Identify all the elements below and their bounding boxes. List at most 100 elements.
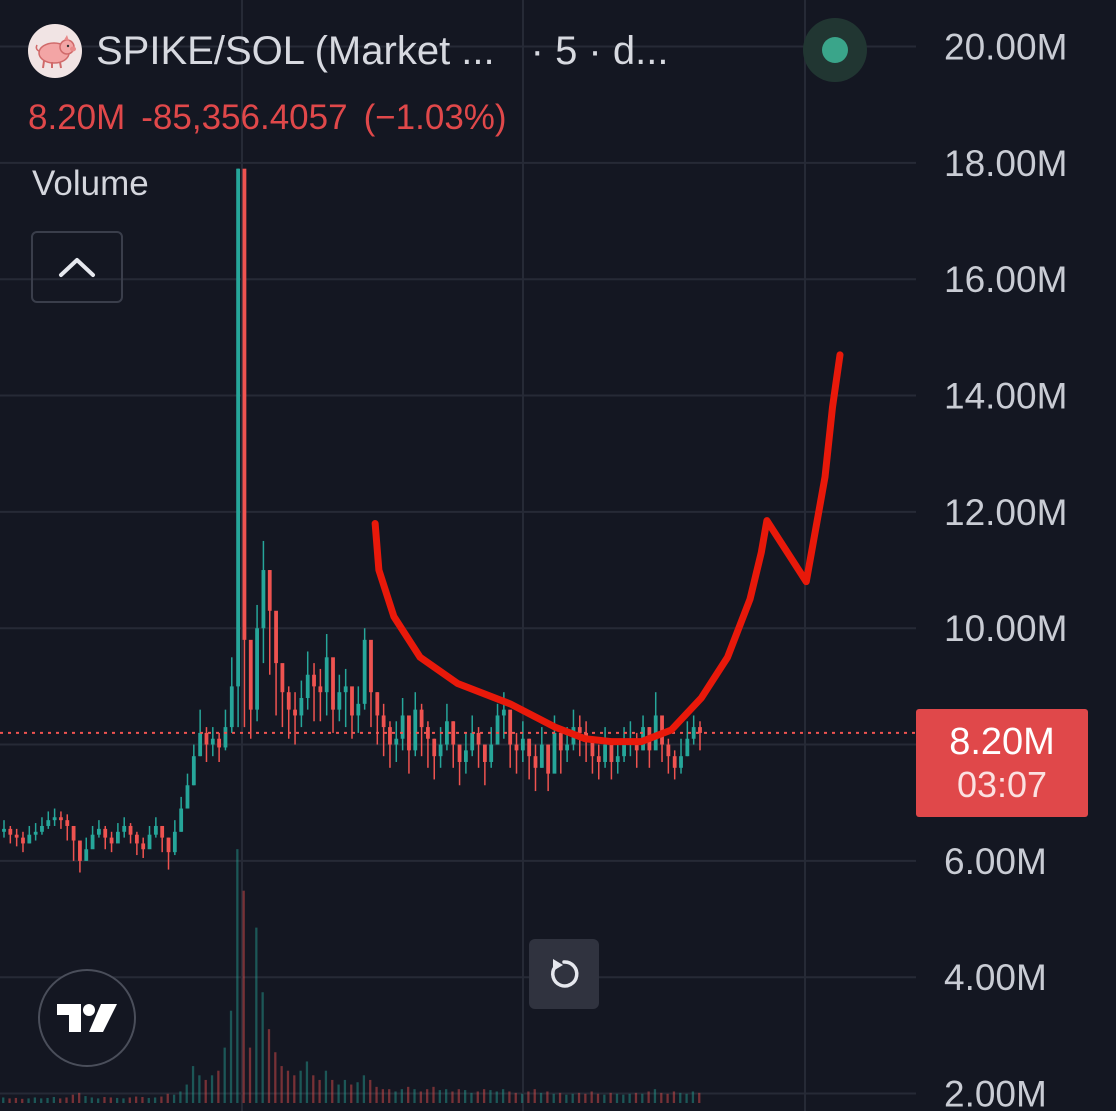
volume-bar — [672, 1091, 676, 1103]
volume-bar — [210, 1075, 214, 1103]
volume-bars — [2, 849, 701, 1103]
hand-drawn-annotation — [371, 351, 844, 746]
candle-body — [527, 738, 532, 757]
volume-bar — [286, 1070, 290, 1103]
candle-body — [134, 834, 139, 844]
reset-chart-button[interactable] — [529, 939, 599, 1009]
candle-body — [615, 756, 620, 762]
candle-body — [204, 732, 209, 745]
volume-bar — [128, 1097, 131, 1103]
chart-grid — [0, 0, 916, 1111]
candle-body — [622, 744, 626, 757]
candle-body — [229, 686, 234, 728]
candle-body — [103, 828, 108, 838]
candle-body — [71, 825, 76, 841]
volume-bar — [641, 1093, 644, 1103]
volume-bar — [407, 1086, 410, 1103]
volume-bar — [419, 1091, 422, 1103]
price-axis-tick-label: 10.00M — [944, 608, 1067, 649]
volume-bar — [413, 1089, 416, 1103]
volume-bar — [103, 1097, 106, 1103]
volume-bar — [46, 1097, 49, 1103]
price-axis-tick-label: 4.00M — [944, 957, 1047, 998]
chart-header[interactable]: SPIKE/SOL (Market ... · 5 · d... — [28, 24, 668, 78]
volume-bar — [248, 1047, 252, 1103]
volume-indicator-label[interactable]: Volume — [32, 164, 149, 203]
candle-body — [286, 692, 291, 710]
candle-body — [489, 744, 494, 762]
volume-bar — [400, 1089, 403, 1103]
volume-bar — [558, 1092, 562, 1103]
volume-bar — [153, 1097, 157, 1103]
candle-body — [90, 834, 95, 850]
candle-body — [590, 738, 595, 757]
volume-bar — [172, 1094, 176, 1103]
candle-body — [223, 727, 228, 748]
volume-bar — [293, 1075, 296, 1103]
candle-body — [2, 828, 6, 832]
cup-pattern-drawing — [371, 351, 844, 746]
volume-bar — [615, 1093, 619, 1103]
volume-bar — [115, 1097, 119, 1103]
candle-body — [255, 628, 259, 710]
collapse-indicators-button[interactable] — [31, 231, 123, 303]
candle-body — [666, 744, 671, 757]
volume-bar — [312, 1075, 315, 1103]
candle-body — [691, 727, 696, 739]
volume-bar — [255, 927, 258, 1103]
volume-bar — [476, 1091, 479, 1103]
volume-bar — [634, 1092, 638, 1103]
volume-bar — [109, 1097, 112, 1103]
volume-bar — [679, 1092, 682, 1103]
candle-body — [539, 744, 544, 768]
price-axis-tick-label: 16.00M — [944, 259, 1067, 300]
volume-bar — [369, 1079, 372, 1103]
volume-bar — [628, 1093, 631, 1103]
volume-bar — [185, 1084, 188, 1103]
volume-bar — [337, 1084, 340, 1103]
candle-body — [78, 840, 82, 861]
market-status-button[interactable] — [803, 18, 867, 82]
candle-body — [463, 750, 468, 762]
chevron-up-icon — [59, 258, 95, 277]
volume-bar — [261, 992, 264, 1103]
volume-bar — [698, 1092, 701, 1103]
candle-body — [318, 686, 323, 693]
candle-body — [445, 721, 449, 745]
volume-bar — [217, 1070, 220, 1103]
price-axis-tick-label: 6.00M — [944, 841, 1047, 882]
volume-bar — [647, 1091, 650, 1103]
status-dot-icon — [822, 37, 848, 63]
candlesticks — [2, 168, 702, 873]
candle-body — [457, 744, 462, 762]
volume-bar — [141, 1097, 144, 1103]
candle-body — [27, 834, 32, 844]
candle-body — [501, 709, 506, 716]
candle-body — [495, 715, 500, 745]
volume-bar — [508, 1091, 511, 1103]
candle-body — [198, 732, 203, 757]
candle-body — [280, 663, 285, 693]
bar-countdown: 03:07 — [956, 764, 1048, 805]
volume-bar — [343, 1079, 347, 1103]
price-axis[interactable]: 20.00M 18.00M 16.00M 14.00M 12.00M 10.00M 6.00… — [944, 27, 1067, 1111]
volume-bar — [179, 1091, 182, 1103]
volume-bar — [432, 1086, 435, 1103]
volume-bar — [274, 1052, 277, 1103]
candle-body — [438, 744, 443, 757]
candle-body — [274, 610, 278, 664]
volume-bar — [166, 1093, 169, 1103]
symbol-title[interactable]: SPIKE/SOL (Market ... · 5 · d... — [96, 29, 668, 74]
candle-body — [141, 843, 146, 850]
candle-body — [210, 738, 215, 745]
candle-body — [394, 738, 399, 745]
candle-body — [261, 570, 266, 629]
candle-body — [21, 837, 25, 844]
candle-body — [419, 709, 424, 728]
volume-bar — [40, 1098, 43, 1103]
volume-bar — [489, 1090, 492, 1103]
last-price: 8.20M — [28, 98, 126, 137]
tradingview-logo-icon[interactable] — [38, 969, 136, 1067]
